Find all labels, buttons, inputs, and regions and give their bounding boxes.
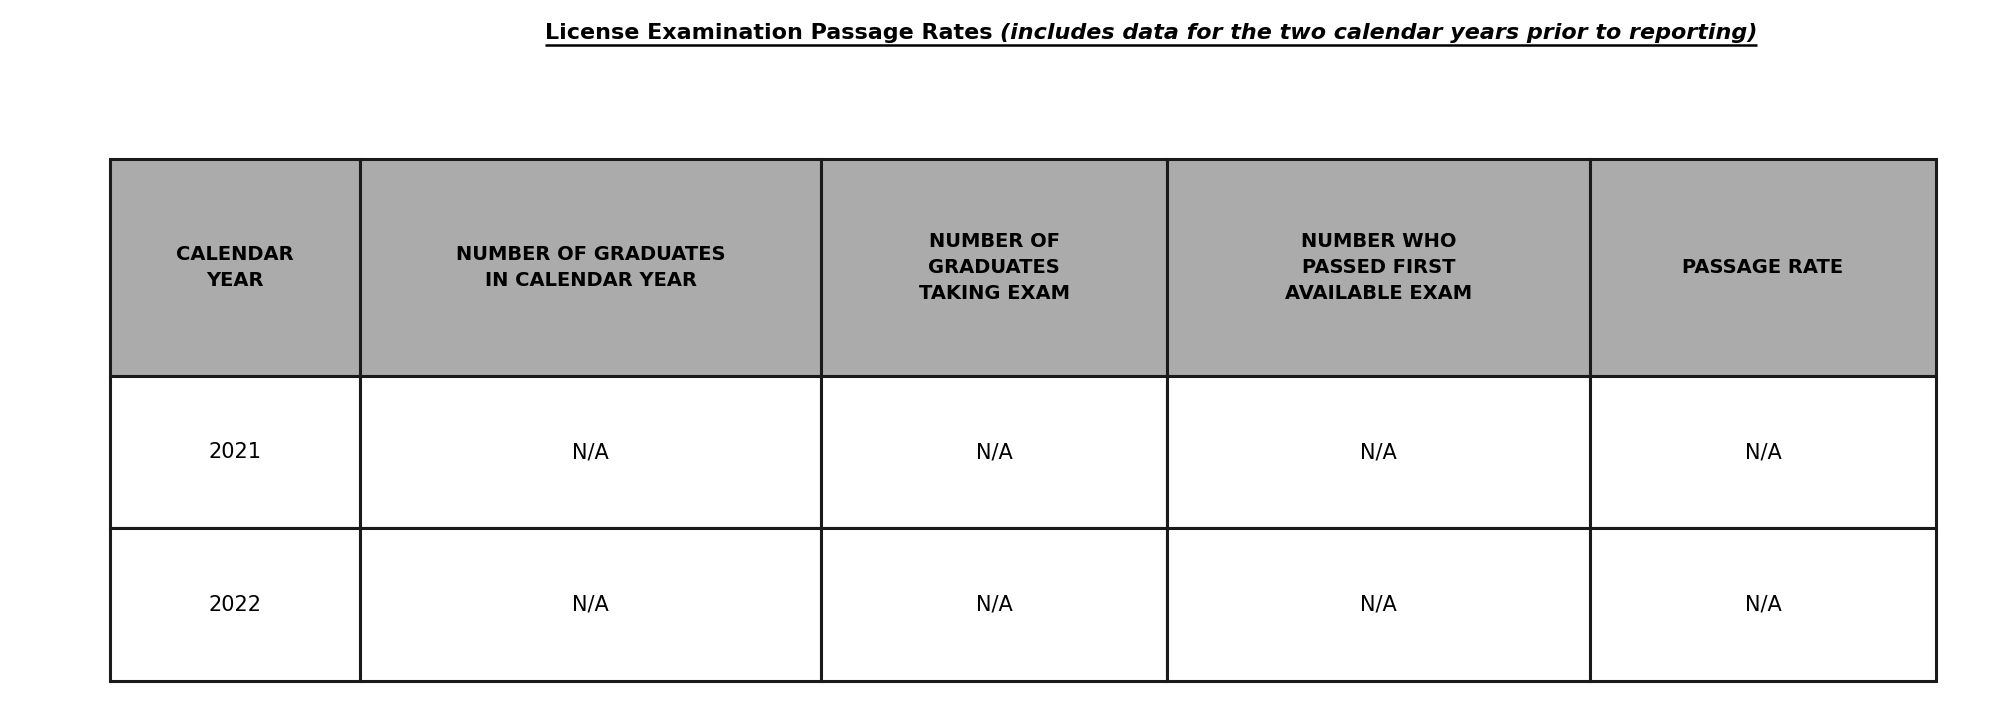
Text: 2022: 2022 bbox=[208, 595, 262, 615]
Point bbox=[1746, 40, 1770, 49]
Point bbox=[532, 40, 556, 49]
Text: N/A: N/A bbox=[976, 595, 1012, 615]
Text: NUMBER OF GRADUATES
IN CALENDAR YEAR: NUMBER OF GRADUATES IN CALENDAR YEAR bbox=[456, 245, 726, 289]
Text: PASSAGE RATE: PASSAGE RATE bbox=[1682, 258, 1844, 277]
Text: N/A: N/A bbox=[976, 442, 1012, 462]
Text: License Examination Passage Rates: License Examination Passage Rates bbox=[544, 23, 1000, 43]
Text: NUMBER WHO
PASSED FIRST
AVAILABLE EXAM: NUMBER WHO PASSED FIRST AVAILABLE EXAM bbox=[1286, 232, 1472, 302]
Text: N/A: N/A bbox=[1744, 595, 1782, 615]
Text: N/A: N/A bbox=[1360, 442, 1396, 462]
Text: N/A: N/A bbox=[572, 595, 608, 615]
Text: 2021: 2021 bbox=[208, 442, 262, 462]
Text: (includes data for the two calendar years prior to reporting): (includes data for the two calendar year… bbox=[1000, 23, 1758, 43]
Text: N/A: N/A bbox=[572, 442, 608, 462]
Text: N/A: N/A bbox=[1360, 595, 1396, 615]
Text: NUMBER OF
GRADUATES
TAKING EXAM: NUMBER OF GRADUATES TAKING EXAM bbox=[918, 232, 1070, 302]
Text: N/A: N/A bbox=[1744, 442, 1782, 462]
Text: CALENDAR
YEAR: CALENDAR YEAR bbox=[176, 245, 294, 289]
